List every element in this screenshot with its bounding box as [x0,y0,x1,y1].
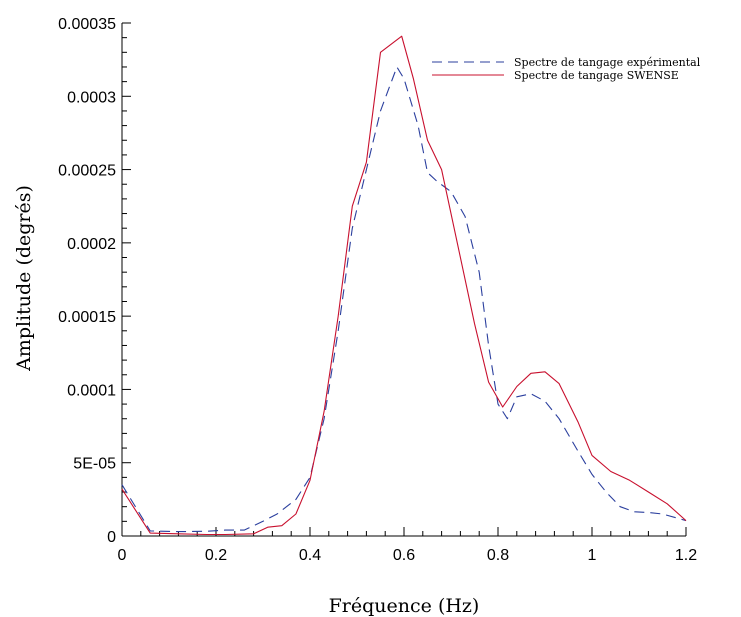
x-tick-label: 0.8 [487,547,509,564]
series-line [121,35,687,536]
y-ticks: 0 5E-05 0.0001 0.00015 0.0002 0.00025 0.0003 0.… [58,16,131,546]
x-axis-label: Fréquence (Hz) [329,595,480,617]
y-tick-label: 0.0003 [67,89,116,106]
y-tick-label: 0 [107,529,116,546]
x-tick-label: 0.4 [299,547,321,564]
x-ticks: 0 0.2 0.4 0.6 0.8 1 1.2 [118,527,697,564]
y-tick-label: 0.0002 [67,236,116,253]
y-tick-label: 0.0001 [67,382,116,399]
y-tick-label: 0.00025 [58,163,116,180]
y-tick-label: 5E-05 [73,456,116,473]
x-tick-label: 0.2 [205,547,227,564]
legend-label: Spectre de tangage expérimental [514,56,701,69]
y-tick-label: 0.00015 [58,309,116,326]
axes [121,23,686,537]
x-tick-label: 0.6 [393,547,415,564]
series-lines [121,35,687,536]
series-line [121,66,687,533]
y-tick-label: 0.00035 [58,16,116,33]
x-tick-label: 0 [118,547,127,564]
x-tick-label: 1 [588,547,597,564]
legend-label: Spectre de tangage SWENSE [514,69,679,82]
x-tick-label: 1.2 [675,547,697,564]
y-axis-label: Amplitude (degrés) [13,185,35,372]
